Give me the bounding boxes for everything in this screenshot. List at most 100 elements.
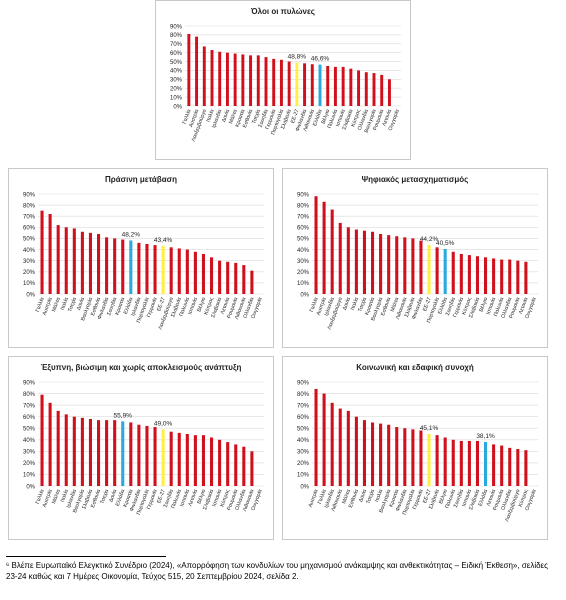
bar-σλοβακία: [210, 437, 214, 486]
bar-ολλανδία: [508, 259, 512, 294]
bar-σλοβενία: [177, 248, 181, 294]
bar-κροατία: [129, 422, 133, 486]
y-tick-label: 30%: [297, 259, 310, 265]
x-tick-label: Κροατία: [364, 297, 376, 316]
chart-title: Κοινωνική και εδαφική συνοχή: [356, 363, 474, 372]
bar-εσθονία: [97, 420, 101, 486]
y-tick-label: 60%: [23, 226, 36, 232]
x-tick-label: Γαλλία: [317, 489, 328, 505]
bar-ελλάδα: [443, 249, 447, 294]
y-tick-label: 40%: [23, 438, 36, 444]
bar-βουλγαρία: [88, 232, 92, 294]
bar-σλοβενία: [435, 435, 439, 486]
bar-φινλανδία: [303, 63, 307, 106]
x-tick-label: Ισπανία: [212, 489, 224, 508]
y-tick-label: 10%: [23, 473, 36, 479]
y-tick-label: 0%: [26, 484, 35, 490]
bar-ελλάδα: [318, 64, 322, 106]
data-label: 38,1%: [476, 433, 495, 440]
y-tick-label: 60%: [297, 226, 310, 232]
x-tick-label: Ισπανία: [179, 489, 191, 508]
bar-λετονία: [387, 79, 391, 106]
bar-ρουμανία: [500, 445, 504, 486]
x-tick-label: Κροατία: [235, 109, 247, 128]
bar-μάλτα: [395, 236, 399, 294]
bar-αυστρία: [195, 36, 199, 106]
bar-ισπανία: [341, 66, 345, 106]
y-tick-label: 60%: [23, 415, 36, 421]
bar-κροατία: [241, 54, 245, 106]
bar-ισπανία: [193, 251, 197, 294]
bar-ολλανδία: [508, 447, 512, 486]
data-label: 46,6%: [311, 56, 330, 63]
bar-λιθουανία: [242, 265, 246, 294]
bar-πολωνία: [333, 66, 337, 106]
x-tick-label: Γαλλία: [35, 489, 46, 505]
bar-αυστρία: [314, 388, 318, 486]
bar-κύπρος: [357, 70, 361, 106]
x-tick-label: Γαλλία: [309, 297, 320, 313]
y-tick-label: 40%: [170, 69, 183, 75]
y-tick-label: 0%: [300, 292, 309, 298]
chart-panel-social-cohesion: Κοινωνική και εδαφική συνοχή 0% 10% 20% 30% 4…: [282, 356, 548, 540]
bar-σλοβενία: [411, 238, 415, 294]
footnote-divider: [6, 556, 166, 557]
bar-σλοβακία: [475, 440, 479, 486]
y-tick-label: 90%: [23, 192, 36, 198]
bar-δανία: [80, 231, 84, 294]
bar-γερμανία: [459, 254, 463, 294]
x-tick-label: Μάλτα: [389, 296, 401, 312]
bar-λουξεμβούργο: [338, 222, 342, 294]
x-tick-label: ΕΕ-27: [422, 489, 433, 505]
y-tick-label: 70%: [297, 403, 310, 409]
y-tick-label: 30%: [23, 259, 36, 265]
x-tick-label: Λετονία: [486, 489, 498, 507]
bar-λετονία: [492, 444, 496, 486]
bar-λιθουανία: [250, 451, 254, 486]
x-tick-label: Γαλλία: [182, 109, 193, 125]
bar-γερμανία: [153, 427, 157, 486]
data-label: 55,9%: [114, 412, 133, 419]
bar-ιταλία: [354, 229, 358, 294]
x-tick-label: Δανία: [221, 109, 231, 123]
y-tick-label: 30%: [23, 450, 36, 456]
bar-εε-27: [295, 62, 299, 106]
bar-κροατία: [121, 239, 125, 294]
chart-title: Όλοι οι πυλώνες: [250, 7, 315, 16]
x-tick-label: Δανία: [358, 489, 368, 503]
chart-panel-all-pillars: Όλοι οι πυλώνες 0% 10% 20% 30% 40% 50% 60% 70% 80…: [155, 0, 411, 160]
x-tick-label: Δανία: [342, 297, 352, 311]
x-tick-label: Δανία: [76, 297, 86, 311]
bar-μάλτα: [233, 53, 237, 106]
bar-δανία: [346, 227, 350, 294]
y-tick-label: 40%: [297, 438, 310, 444]
bar-πολωνία: [185, 249, 189, 294]
x-tick-label: Ιταλία: [60, 297, 70, 311]
bar-πορτογαλία: [145, 244, 149, 294]
y-tick-label: 90%: [297, 380, 310, 386]
bar-σλοβακία: [475, 256, 479, 294]
bar-αυστρία: [48, 402, 52, 486]
bar-λουξεμβούργο: [516, 449, 520, 486]
bar-ρουμανία: [516, 260, 520, 294]
y-tick-label: 90%: [170, 24, 183, 30]
data-label: 48,2%: [122, 231, 141, 238]
x-tick-label: ΕΕ-27: [290, 109, 301, 125]
bar-φινλανδία: [137, 424, 141, 486]
data-label: 44,2%: [420, 236, 439, 243]
bar-τσεχία: [256, 55, 260, 106]
bar-τσεχία: [371, 422, 375, 486]
x-tick-label: Βέλγιο: [437, 488, 449, 505]
bar-σουηδία: [459, 440, 463, 486]
bar-ιταλία: [379, 423, 383, 486]
chart-panel-smart-growth: Έξυπνη, βιώσιμη και χωρίς αποκλεισμούς α…: [8, 356, 274, 540]
x-tick-label: Ισπανία: [486, 297, 498, 316]
y-tick-label: 20%: [23, 461, 36, 467]
y-tick-label: 70%: [297, 215, 310, 221]
chart-title: Έξυπνη, βιώσιμη και χωρίς αποκλεισμούς α…: [41, 363, 242, 372]
bar-βουλγαρία: [379, 234, 383, 294]
y-tick-label: 60%: [297, 415, 310, 421]
y-tick-label: 70%: [170, 42, 183, 48]
x-tick-label: Μάλτα: [50, 296, 62, 312]
y-tick-label: 40%: [297, 248, 310, 254]
